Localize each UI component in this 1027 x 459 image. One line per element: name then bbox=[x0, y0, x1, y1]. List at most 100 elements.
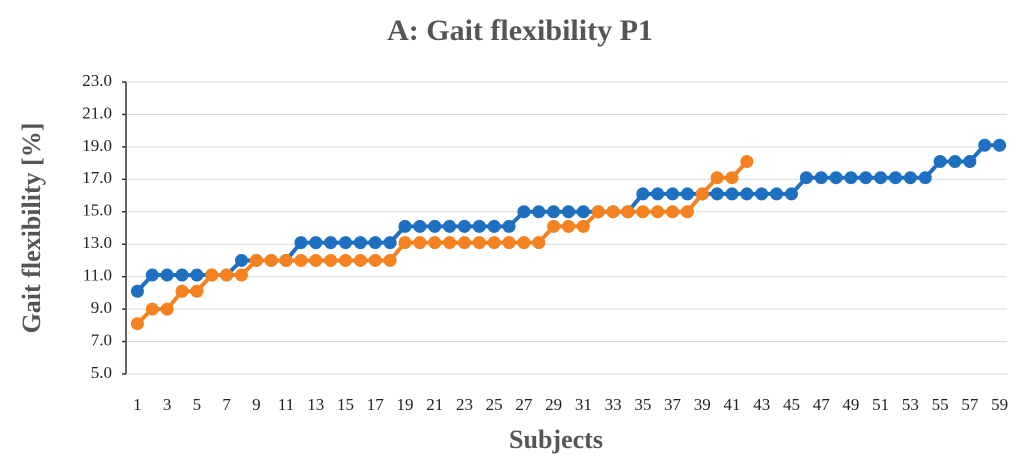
data-point bbox=[770, 187, 784, 201]
chart-title: A: Gait flexibility P1 bbox=[387, 14, 653, 47]
x-tick-label: 15 bbox=[337, 395, 354, 414]
data-point bbox=[428, 219, 442, 233]
x-tick-label: 29 bbox=[545, 395, 562, 414]
x-tick-label: 53 bbox=[902, 395, 919, 414]
data-point bbox=[532, 205, 546, 219]
data-point bbox=[279, 253, 293, 267]
data-point bbox=[309, 236, 323, 250]
data-point bbox=[889, 171, 903, 185]
x-tick-label: 45 bbox=[783, 395, 800, 414]
y-tick-label: 23.0 bbox=[82, 71, 112, 90]
x-tick-label: 1 bbox=[133, 395, 142, 414]
data-point bbox=[190, 284, 204, 298]
data-point bbox=[547, 219, 561, 233]
data-point bbox=[220, 268, 234, 282]
x-tick-label: 19 bbox=[396, 395, 413, 414]
x-tick-label: 23 bbox=[456, 395, 473, 414]
data-point bbox=[621, 205, 635, 219]
y-tick-label: 17.0 bbox=[82, 168, 112, 187]
x-tick-label: 31 bbox=[575, 395, 592, 414]
data-point bbox=[413, 219, 427, 233]
x-tick-label: 57 bbox=[961, 395, 979, 414]
data-point bbox=[978, 138, 992, 152]
data-point bbox=[130, 284, 144, 298]
data-point bbox=[145, 302, 159, 316]
data-point bbox=[829, 171, 843, 185]
y-tick-label: 9.0 bbox=[91, 298, 112, 317]
data-point bbox=[234, 253, 248, 267]
y-tick-label: 19.0 bbox=[82, 136, 112, 155]
data-point bbox=[576, 219, 590, 233]
data-point bbox=[636, 205, 650, 219]
x-tick-label: 41 bbox=[724, 395, 741, 414]
y-tick-label: 13.0 bbox=[82, 233, 112, 252]
data-point bbox=[636, 187, 650, 201]
data-point bbox=[591, 205, 605, 219]
data-point bbox=[963, 154, 977, 168]
x-tick-label: 5 bbox=[193, 395, 202, 414]
data-point bbox=[339, 253, 353, 267]
data-point bbox=[502, 219, 516, 233]
data-point bbox=[428, 236, 442, 250]
data-point bbox=[398, 236, 412, 250]
data-point bbox=[651, 187, 665, 201]
x-tick-label: 55 bbox=[932, 395, 949, 414]
data-point bbox=[353, 236, 367, 250]
data-point bbox=[666, 205, 680, 219]
x-tick-label: 35 bbox=[634, 395, 651, 414]
x-tick-label: 43 bbox=[753, 395, 770, 414]
x-tick-label: 13 bbox=[307, 395, 324, 414]
data-point bbox=[725, 171, 739, 185]
x-tick-label: 49 bbox=[842, 395, 859, 414]
x-tick-label: 21 bbox=[426, 395, 443, 414]
data-point bbox=[160, 302, 174, 316]
x-tick-label: 11 bbox=[278, 395, 294, 414]
x-tick-label: 33 bbox=[605, 395, 622, 414]
x-tick-label: 51 bbox=[872, 395, 889, 414]
x-tick-label: 9 bbox=[252, 395, 261, 414]
data-point bbox=[160, 268, 174, 282]
data-point bbox=[502, 236, 516, 250]
data-point bbox=[562, 205, 575, 219]
data-point bbox=[710, 187, 724, 201]
x-tick-label: 7 bbox=[222, 395, 231, 414]
data-point bbox=[562, 219, 575, 233]
data-point bbox=[799, 171, 813, 185]
x-tick-label: 39 bbox=[694, 395, 711, 414]
x-tick-label: 25 bbox=[486, 395, 503, 414]
data-point bbox=[710, 171, 724, 185]
y-tick-label: 7.0 bbox=[91, 330, 112, 349]
data-point bbox=[814, 171, 828, 185]
x-tick-label: 17 bbox=[367, 395, 385, 414]
data-point bbox=[398, 219, 412, 233]
data-point bbox=[175, 284, 189, 298]
y-tick-label: 15.0 bbox=[82, 201, 112, 220]
data-point bbox=[680, 205, 694, 219]
x-tick-label: 3 bbox=[163, 395, 172, 414]
y-tick-label: 21.0 bbox=[82, 103, 112, 122]
x-tick-label: 27 bbox=[515, 395, 533, 414]
data-point bbox=[339, 236, 353, 250]
data-point bbox=[933, 154, 947, 168]
x-tick-label: 59 bbox=[991, 395, 1008, 414]
x-axis-title: Subjects bbox=[509, 425, 603, 454]
data-point bbox=[205, 268, 219, 282]
data-point bbox=[130, 317, 144, 331]
data-point bbox=[680, 187, 694, 201]
data-point bbox=[903, 171, 917, 185]
data-point bbox=[383, 236, 397, 250]
data-point bbox=[368, 253, 382, 267]
data-point bbox=[443, 236, 457, 250]
data-point bbox=[576, 205, 590, 219]
data-point bbox=[472, 236, 486, 250]
data-point bbox=[532, 236, 546, 250]
data-point bbox=[666, 187, 680, 201]
y-tick-label: 11.0 bbox=[83, 266, 112, 285]
data-point bbox=[695, 187, 709, 201]
data-point bbox=[249, 253, 263, 267]
data-point bbox=[874, 171, 888, 185]
data-point bbox=[517, 236, 531, 250]
data-point bbox=[487, 219, 501, 233]
series-line bbox=[136, 160, 749, 326]
x-tick-label: 37 bbox=[664, 395, 682, 414]
